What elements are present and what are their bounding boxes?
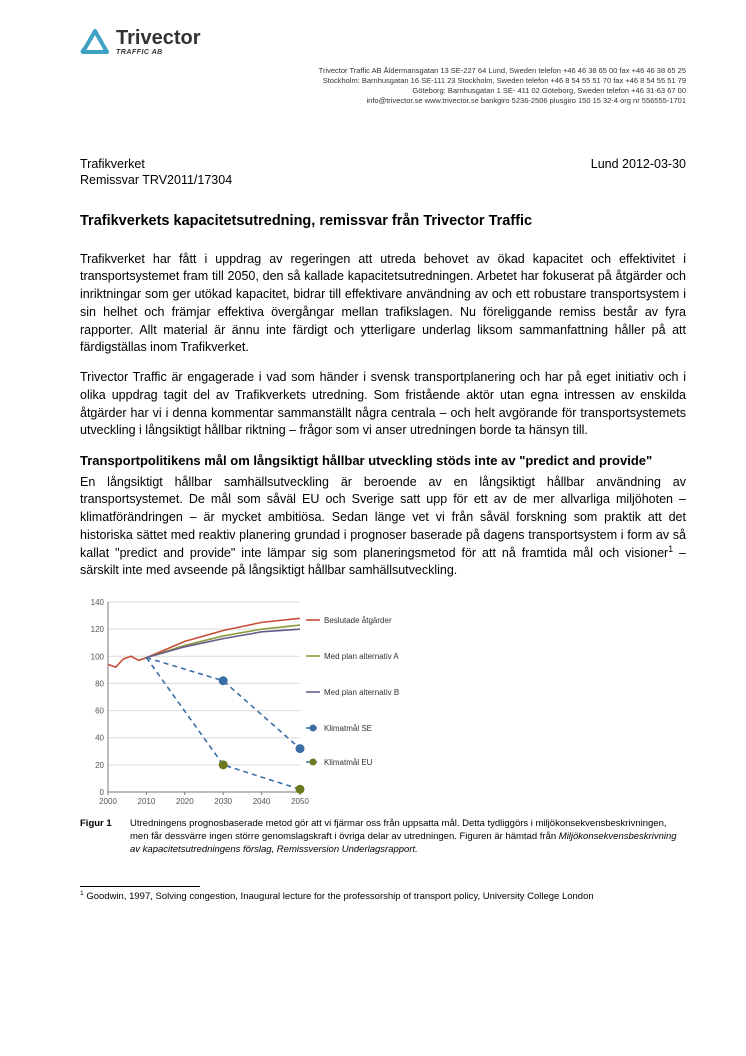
svg-text:20: 20 — [95, 761, 104, 770]
recipient: Trafikverket — [80, 157, 145, 171]
place-date: Lund 2012-03-30 — [591, 157, 686, 171]
header-contact-info: Trivector Traffic AB Åldermansgatan 13 S… — [80, 66, 686, 107]
footnote-1: 1 Goodwin, 1997, Solving congestion, Ina… — [80, 891, 686, 903]
line-chart: 0204060801001201402000201020202030204020… — [80, 592, 400, 812]
figure-caption: Figur 1 Utredningens prognosbaserade met… — [80, 818, 686, 856]
header-line: Trivector Traffic AB Åldermansgatan 13 S… — [80, 66, 686, 76]
figure-label: Figur 1 — [80, 818, 130, 856]
figure-text: Utredningens prognosbaserade metod gör a… — [130, 818, 686, 856]
svg-text:2050: 2050 — [291, 797, 309, 806]
svg-text:140: 140 — [91, 598, 105, 607]
svg-text:Med plan alternativ A: Med plan alternativ A — [324, 652, 399, 661]
svg-text:Klimatmål SE: Klimatmål SE — [324, 724, 372, 733]
logo: Trivector TRAFFIC AB — [80, 28, 686, 56]
svg-text:Klimatmål EU: Klimatmål EU — [324, 758, 373, 767]
logo-sub-text: TRAFFIC AB — [116, 49, 200, 56]
paragraph-3: En långsiktigt hållbar samhällsutvecklin… — [80, 474, 686, 581]
svg-text:2020: 2020 — [176, 797, 194, 806]
svg-text:60: 60 — [95, 707, 104, 716]
svg-text:100: 100 — [91, 652, 105, 661]
svg-text:2010: 2010 — [138, 797, 156, 806]
header-line: Göteborg: Barnhusgatan 1 SE- 411 02 Göte… — [80, 86, 686, 96]
subheading-1: Transportpolitikens mål om långsiktigt h… — [80, 452, 686, 470]
svg-text:40: 40 — [95, 734, 104, 743]
figure-1: 0204060801001201402000201020202030204020… — [80, 592, 686, 856]
paragraph-2: Trivector Traffic är engagerade i vad so… — [80, 369, 686, 440]
svg-text:0: 0 — [100, 788, 105, 797]
svg-text:2030: 2030 — [214, 797, 232, 806]
header-line: Stockholm: Barnhusgatan 16 SE-111 23 Sto… — [80, 76, 686, 86]
svg-text:80: 80 — [95, 679, 104, 688]
document-title: Trafikverkets kapacitetsutredning, remis… — [80, 213, 686, 229]
svg-text:Med plan alternativ B: Med plan alternativ B — [324, 688, 399, 697]
document-meta: Trafikverket Lund 2012-03-30 — [80, 157, 686, 171]
paragraph-1: Trafikverket har fått i uppdrag av reger… — [80, 251, 686, 358]
svg-text:2040: 2040 — [253, 797, 271, 806]
logo-triangle-icon — [80, 29, 110, 55]
svg-text:120: 120 — [91, 625, 105, 634]
svg-text:2000: 2000 — [99, 797, 117, 806]
header-line: info@trivector.se www.trivector.se bankg… — [80, 96, 686, 106]
document-ref: Remissvar TRV2011/17304 — [80, 173, 686, 187]
footnote-text: Goodwin, 1997, Solving congestion, Inaug… — [84, 891, 594, 902]
paragraph-3a: En långsiktigt hållbar samhällsutvecklin… — [80, 475, 686, 560]
svg-text:Beslutade åtgärder: Beslutade åtgärder — [324, 616, 392, 625]
footnote-separator — [80, 886, 200, 887]
logo-main-text: Trivector — [116, 28, 200, 48]
